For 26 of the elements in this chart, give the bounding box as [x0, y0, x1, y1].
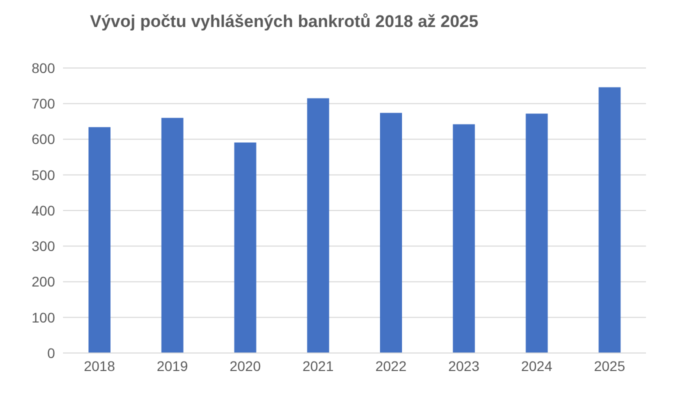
x-tick-label: 2020 [230, 358, 261, 374]
y-tick-label: 100 [32, 309, 56, 326]
y-tick-label: 600 [32, 131, 56, 148]
x-tick-label: 2025 [594, 358, 626, 374]
y-tick-label: 700 [32, 96, 56, 112]
bar [526, 114, 548, 353]
y-tick-label: 300 [32, 238, 56, 254]
x-tick-label: 2024 [521, 358, 552, 374]
x-tick-label: 2021 [302, 358, 334, 374]
y-tick-label: 400 [32, 202, 56, 218]
bar [380, 112, 402, 353]
y-tick-label: 500 [32, 166, 56, 183]
bar [452, 124, 475, 353]
y-tick-label: 0 [47, 344, 56, 361]
x-tick-label: 2019 [156, 358, 188, 374]
chart-title: Vývoj počtu vyhlášených bankrotů 2018 až 2025 [90, 12, 478, 32]
bar [307, 98, 330, 353]
x-tick-label: 2023 [448, 358, 480, 374]
y-tick-label: 800 [32, 60, 56, 76]
x-tick-label: 2022 [375, 358, 407, 374]
x-tick-label: 2018 [84, 358, 116, 374]
bar [161, 118, 184, 353]
bar [234, 142, 256, 353]
y-tick-label: 200 [32, 274, 56, 290]
bar [88, 127, 111, 353]
bar [598, 87, 621, 353]
